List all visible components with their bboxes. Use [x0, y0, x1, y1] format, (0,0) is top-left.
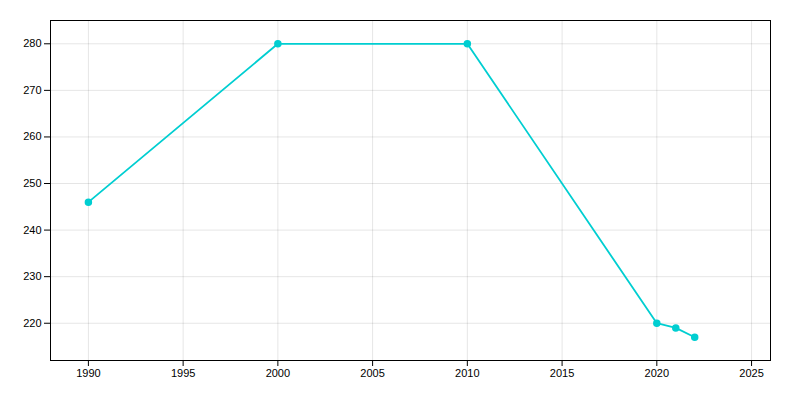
svg-text:1995: 1995 — [171, 367, 195, 379]
svg-text:2015: 2015 — [550, 367, 574, 379]
svg-text:260: 260 — [23, 130, 41, 142]
svg-text:230: 230 — [23, 270, 41, 282]
svg-text:1990: 1990 — [76, 367, 100, 379]
svg-text:2010: 2010 — [455, 367, 479, 379]
svg-text:240: 240 — [23, 224, 41, 236]
svg-text:220: 220 — [23, 317, 41, 329]
svg-text:270: 270 — [23, 84, 41, 96]
svg-text:250: 250 — [23, 177, 41, 189]
svg-text:2025: 2025 — [739, 367, 763, 379]
svg-text:2000: 2000 — [266, 367, 290, 379]
svg-text:2020: 2020 — [645, 367, 669, 379]
svg-text:2005: 2005 — [360, 367, 384, 379]
svg-text:280: 280 — [23, 37, 41, 49]
